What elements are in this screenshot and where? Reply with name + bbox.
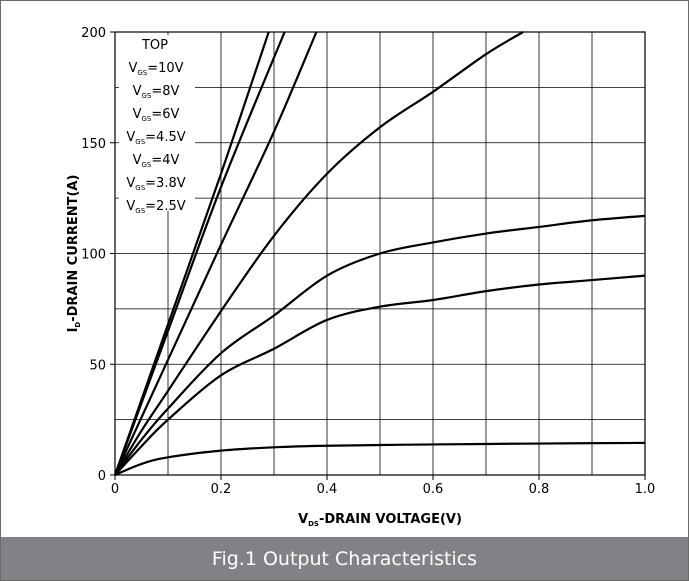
legend-entry: VGS=4V	[133, 153, 180, 169]
y-axis-label-rest: -DRAIN CURRENT(A)	[66, 175, 81, 322]
legend-entry-value: =2.5V	[145, 199, 186, 214]
legend-entry-sub: GS	[135, 207, 145, 215]
y-axis-label-sub: D	[74, 322, 82, 328]
axis-ticks: 0 0.2 0.4 0.6 0.8 1.0 0 50 100 150 200	[81, 26, 655, 497]
legend-entry-value: =8V	[151, 84, 179, 99]
legend-entry: VGS=10V	[128, 61, 183, 77]
legend-background	[119, 35, 195, 211]
legend-entry-sub: GS	[137, 69, 147, 77]
x-axis-label-main: V	[298, 512, 308, 527]
y-tick-label: 100	[81, 248, 106, 263]
series-line-4	[114, 31, 524, 476]
legend-entry-value: =4V	[151, 153, 179, 168]
y-axis-label-main: I	[66, 328, 81, 333]
legend-entry: VGS=6V	[133, 107, 180, 123]
x-tick-label: 0.4	[317, 482, 338, 497]
y-axis-label: ID-DRAIN CURRENT(A)	[66, 175, 82, 333]
y-tick-label: 200	[81, 26, 106, 41]
series-line-3	[114, 31, 318, 476]
legend-entry-sub: GS	[141, 161, 151, 169]
x-tick-label: 0.6	[423, 482, 444, 497]
legend-entry-main: V	[128, 61, 137, 76]
x-axis-label-sub: DS	[308, 520, 319, 528]
series-line-2	[113, 31, 286, 476]
legend-entry-sub: GS	[141, 115, 151, 123]
legend-entry-sub: GS	[135, 138, 145, 146]
legend-entry: VGS=8V	[133, 84, 180, 100]
legend-entry-value: =10V	[147, 61, 183, 76]
legend: TOPVGS=10VVGS=8VVGS=6VVGS=4.5VVGS=4VVGS=…	[126, 38, 185, 215]
legend-entry-value: =3.8V	[145, 176, 186, 191]
x-axis-label-rest: -DRAIN VOLTAGE(V)	[319, 512, 462, 527]
legend-entry-main: V	[133, 107, 142, 122]
legend-entry: VGS=4.5V	[126, 130, 185, 146]
legend-entry-main: V	[133, 153, 142, 168]
y-tick-label: 50	[89, 358, 106, 373]
legend-entry-main: V	[126, 176, 135, 191]
grid	[115, 32, 645, 475]
legend-entry-main: V	[133, 84, 142, 99]
series-line-7	[114, 441, 646, 477]
x-tick-label: 0	[111, 482, 119, 497]
x-tick-label: 0.8	[529, 482, 550, 497]
legend-entry-value: =4.5V	[145, 130, 186, 145]
x-tick-label: 1.0	[635, 482, 656, 497]
series-line-5	[114, 214, 646, 476]
y-tick-label: 0	[98, 469, 106, 484]
y-tick-label: 150	[81, 137, 106, 152]
legend-entry-sub: GS	[135, 184, 145, 192]
x-tick-label: 0.2	[211, 482, 232, 497]
figure-caption: Fig.1 Output Characteristics	[1, 537, 688, 580]
legend-entry-main: V	[126, 199, 135, 214]
legend-entry-main: V	[126, 130, 135, 145]
legend-entry: VGS=3.8V	[126, 176, 185, 192]
legend-entry-sub: GS	[141, 92, 151, 100]
series-lines	[113, 31, 646, 477]
legend-header: TOP	[141, 38, 168, 53]
legend-entry-value: =6V	[151, 107, 179, 122]
legend-entry: VGS=2.5V	[126, 199, 185, 215]
x-axis-label: VDS-DRAIN VOLTAGE(V)	[298, 512, 462, 528]
series-line-6	[114, 274, 646, 476]
